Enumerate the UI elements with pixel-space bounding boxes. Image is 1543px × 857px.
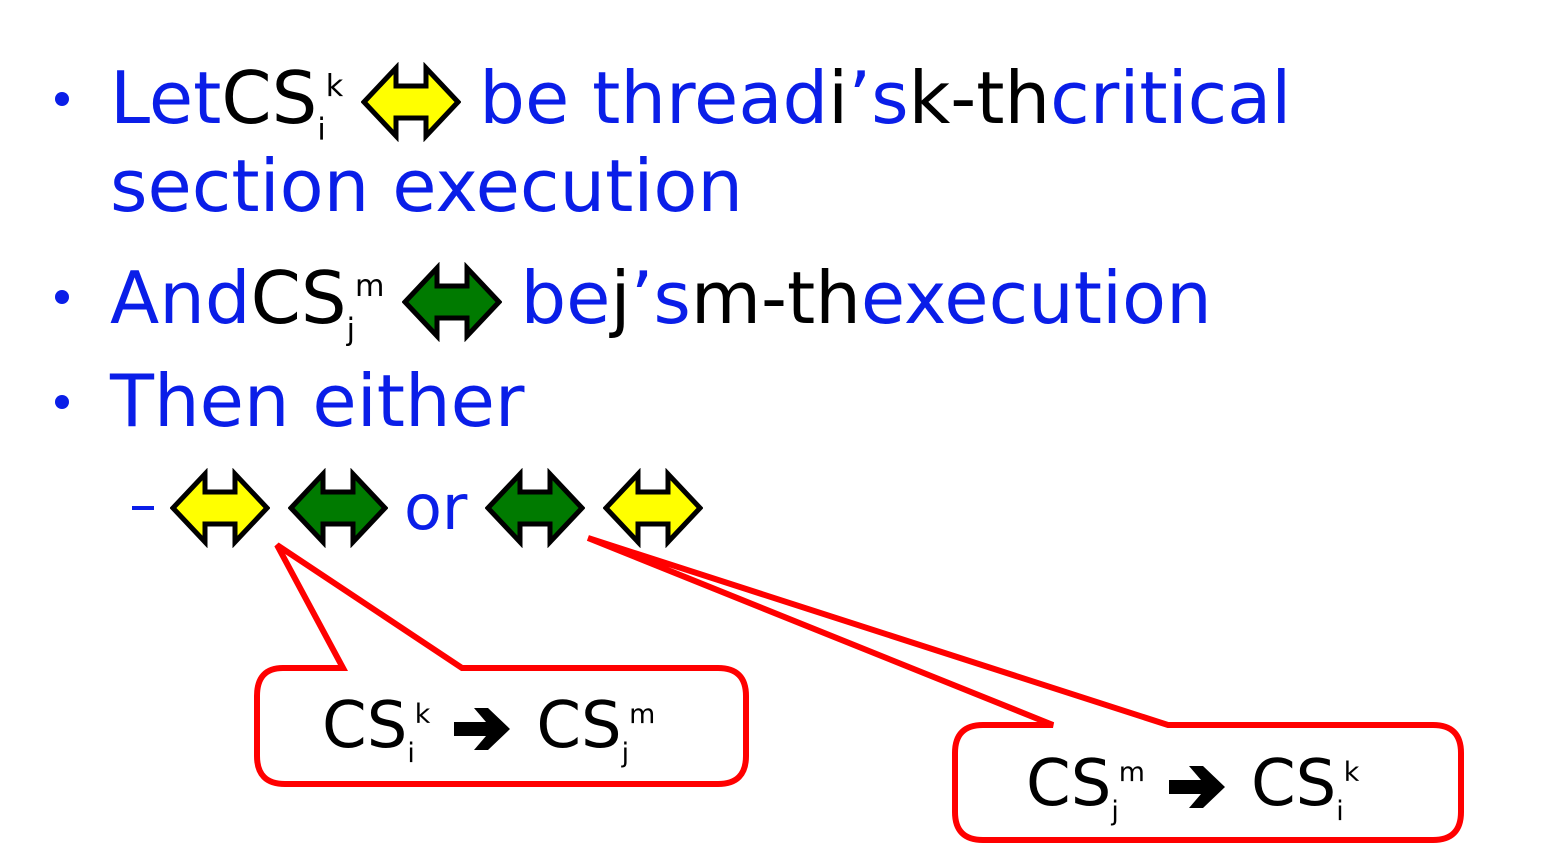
- text: ’s: [630, 256, 691, 340]
- text: be thread: [479, 56, 829, 140]
- bullet-1-line-2: section execution: [110, 150, 743, 222]
- cs-symbol: CSjm: [536, 689, 656, 769]
- text: i: [828, 56, 849, 140]
- right-arrow-icon: [1167, 759, 1229, 809]
- text: section execution: [110, 144, 744, 228]
- text: ’s: [848, 56, 909, 140]
- bullet-1-line-1: Let CSik be thread i ’s k-th critical: [110, 56, 1292, 148]
- bullet-dot: [55, 290, 69, 304]
- bullet-dot: [55, 395, 69, 409]
- callout-2-text: CSjm CSik: [1026, 747, 1360, 827]
- dash-marker: [132, 506, 154, 510]
- double-arrow-green-icon: [402, 261, 503, 343]
- cs-symbol: CSik: [221, 56, 344, 148]
- or-label: or: [404, 471, 468, 544]
- text: m-th: [690, 256, 861, 340]
- sub-item: or: [132, 467, 704, 549]
- text: execution: [860, 256, 1212, 340]
- bullet-2: And CSjm be j ’s m-th execution: [110, 256, 1212, 348]
- bullet-3: Then either: [110, 365, 525, 437]
- callout-1-text: CSik CSjm: [322, 689, 656, 769]
- cs-symbol: CSik: [1250, 747, 1360, 827]
- text: j: [610, 256, 631, 340]
- bullet-dot: [55, 92, 69, 106]
- right-arrow-icon: [452, 701, 514, 751]
- double-arrow-yellow-icon: [169, 467, 271, 549]
- text: Then either: [110, 359, 525, 443]
- text: be: [520, 256, 611, 340]
- double-arrow-green-icon: [485, 467, 586, 549]
- text: And: [110, 256, 251, 340]
- cs-symbol: CSjm: [1026, 747, 1145, 827]
- double-arrow-yellow-icon: [603, 467, 704, 549]
- double-arrow-yellow-icon: [360, 61, 462, 143]
- text: critical: [1050, 56, 1292, 140]
- cs-symbol: CSik: [322, 689, 431, 769]
- text: k-th: [908, 56, 1051, 140]
- text: Let: [110, 56, 222, 140]
- cs-symbol: CSjm: [250, 256, 385, 348]
- double-arrow-green-icon: [287, 467, 389, 549]
